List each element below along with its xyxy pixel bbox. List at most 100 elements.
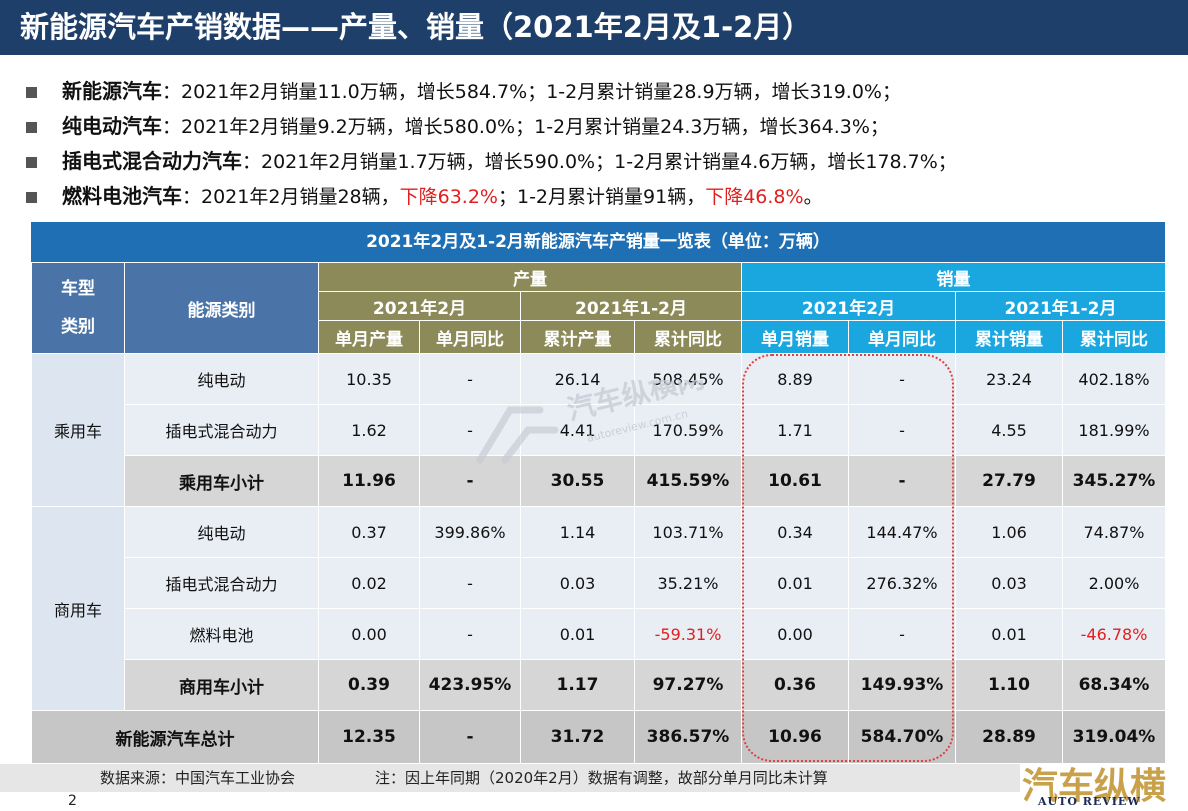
table-cell: 1.71: [741, 404, 849, 456]
table-cell: 0.36: [741, 659, 849, 711]
table-caption: 2021年2月及1-2月新能源汽车产销量一览表（单位：万辆）: [31, 222, 1165, 262]
table-cell-negative: -46.78%: [1062, 608, 1166, 660]
table-row-subtotal: 商用车小计 0.39 423.95% 1.17 97.27% 0.36 149.…: [32, 659, 1166, 711]
table-cell: 8.89: [741, 353, 849, 405]
table-row: 乘用车 纯电动 10.35 - 26.14 508.45% 8.89 - 23.…: [31, 353, 1166, 507]
summary-bullets: 新能源汽车：2021年2月销量11.0万辆，增长584.7%；1-2月累计销量2…: [22, 74, 1182, 214]
bullet-label: 纯电动汽车: [62, 114, 162, 138]
table-cell: 144.47%: [848, 506, 956, 558]
table-cell: 4.55: [955, 404, 1063, 456]
table-cell: 170.59%: [634, 404, 742, 456]
table-cell: -: [419, 710, 521, 764]
table-cell: 27.79: [955, 455, 1063, 507]
row-name: 燃料电池: [124, 608, 319, 660]
bullet-phev: 插电式混合动力汽车：2021年2月销量1.7万辆，增长590.0%；1-2月累计…: [22, 144, 1182, 179]
logo-text: 汽车纵横: [1022, 765, 1167, 807]
bullet-square-icon: [26, 87, 37, 98]
bullet-square-icon: [26, 192, 37, 203]
title-bar: 新能源汽车产销数据——产量、销量（2021年2月及1-2月）: [0, 0, 1188, 55]
row-name: 纯电动: [124, 506, 319, 558]
footer-note: 注：因上年同期（2020年2月）数据有调整，故部分单月同比未计算: [375, 769, 828, 787]
table-cell: 68.34%: [1062, 659, 1166, 711]
table-cell: 1.10: [955, 659, 1063, 711]
table-cell: 276.32%: [848, 557, 956, 609]
bullet-label: 新能源汽车: [62, 79, 162, 103]
table-row: 燃料电池 0.00 - 0.01 -59.31% 0.00 - 0.01 -46…: [32, 608, 1166, 660]
table-cell: 0.03: [520, 557, 635, 609]
header-model-line1: 车型: [61, 279, 95, 299]
bullet-square-icon: [26, 122, 37, 133]
category-commercial: 商用车: [31, 506, 125, 711]
bullet-fcev: 燃料电池汽车：2021年2月销量28辆，下降63.2%；1-2月累计销量91辆，…: [22, 179, 1182, 214]
table-cell: 1.14: [520, 506, 635, 558]
header-sales: 销量: [741, 262, 1166, 292]
table-row: 插电式混合动力 0.02 - 0.03 35.21% 0.01 276.32% …: [32, 557, 1166, 609]
header-model-line2: 类别: [61, 317, 95, 337]
bullet-text: ：2021年2月销量9.2万辆，增长580.0%；1-2月累计销量24.3万辆，…: [162, 116, 889, 138]
footer-source: 数据来源：中国汽车工业协会: [100, 769, 296, 787]
bullet-text: 。: [803, 186, 823, 208]
bullet-label: 插电式混合动力汽车: [62, 149, 242, 173]
bullet-decline: 下降46.8%: [705, 186, 804, 208]
table-cell: -: [419, 455, 521, 507]
table-cell: 1.62: [318, 404, 420, 456]
table-cell: 28.89: [955, 710, 1063, 764]
category-passenger: 乘用车: [31, 353, 125, 507]
table-cell: 386.57%: [634, 710, 742, 764]
table-cell: 0.37: [318, 506, 420, 558]
table-cell: -: [848, 455, 956, 507]
table-cell: 0.00: [318, 608, 420, 660]
table-cell: 0.34: [741, 506, 849, 558]
table-row: 商用车 纯电动 0.37 399.86% 1.14 103.71% 0.34 1…: [31, 506, 1166, 711]
table-cell: 0.02: [318, 557, 420, 609]
col-header: 单月同比: [419, 320, 521, 354]
header-sale-feb: 2021年2月: [741, 291, 956, 321]
table-cell: 2.00%: [1062, 557, 1166, 609]
table-cell: -: [848, 608, 956, 660]
table-cell: -: [419, 557, 521, 609]
brand-logo: 汽车纵横 AUTO REVIEW: [1022, 757, 1182, 809]
bullet-text: ；1-2月累计销量91辆，: [497, 186, 706, 208]
table-cell-negative: -59.31%: [634, 608, 742, 660]
header-prod-janfeb: 2021年1-2月: [520, 291, 742, 321]
header-prod-feb: 2021年2月: [318, 291, 521, 321]
col-header: 累计销量: [955, 320, 1063, 354]
table-cell: 319.04%: [1062, 710, 1166, 764]
table-cell: 0.39: [318, 659, 420, 711]
col-header: 单月同比: [848, 320, 956, 354]
table-cell: 4.41: [520, 404, 635, 456]
row-name: 纯电动: [124, 353, 319, 405]
bullet-text: ：2021年2月销量11.0万辆，增长584.7%；1-2月累计销量28.9万辆…: [162, 81, 901, 103]
bullet-decline: 下降63.2%: [399, 186, 498, 208]
table-row: 插电式混合动力 1.62 - 4.41 170.59% 1.71 - 4.55 …: [32, 404, 1166, 456]
header-production: 产量: [318, 262, 742, 292]
table-cell: 31.72: [520, 710, 635, 764]
col-header: 累计同比: [1062, 320, 1166, 354]
bullet-text: ：2021年2月销量28辆，: [182, 186, 400, 208]
table-cell: 74.87%: [1062, 506, 1166, 558]
page-number: 2: [68, 793, 77, 809]
row-name: 新能源汽车总计: [31, 710, 319, 764]
table-cell: 0.00: [741, 608, 849, 660]
table-row-total: 新能源汽车总计 12.35 - 31.72 386.57% 10.96 584.…: [31, 710, 1166, 764]
table-cell: 181.99%: [1062, 404, 1166, 456]
table-cell: 0.01: [520, 608, 635, 660]
bullet-text: ：2021年2月销量1.7万辆，增长590.0%；1-2月累计销量4.6万辆，增…: [242, 151, 957, 173]
bullet-bev: 纯电动汽车：2021年2月销量9.2万辆，增长580.0%；1-2月累计销量24…: [22, 109, 1182, 144]
table-cell: -: [419, 608, 521, 660]
table-cell: 23.24: [955, 353, 1063, 405]
table-row-subtotal: 乘用车小计 11.96 - 30.55 415.59% 10.61 - 27.7…: [32, 455, 1166, 507]
table-cell: 10.61: [741, 455, 849, 507]
table-cell: -: [848, 404, 956, 456]
table-cell: 1.17: [520, 659, 635, 711]
table-cell: 1.06: [955, 506, 1063, 558]
table-cell: 0.03: [955, 557, 1063, 609]
table-cell: 149.93%: [848, 659, 956, 711]
bullet-nev: 新能源汽车：2021年2月销量11.0万辆，增长584.7%；1-2月累计销量2…: [22, 74, 1182, 109]
table-cell: 26.14: [520, 353, 635, 405]
row-name: 插电式混合动力: [124, 404, 319, 456]
table-cell: 103.71%: [634, 506, 742, 558]
data-table: 车型 类别 能源类别 产量 销量 2021年2月 2021年1-2月 2021年…: [31, 262, 1166, 764]
table-cell: 423.95%: [419, 659, 521, 711]
row-name: 商用车小计: [124, 659, 319, 711]
